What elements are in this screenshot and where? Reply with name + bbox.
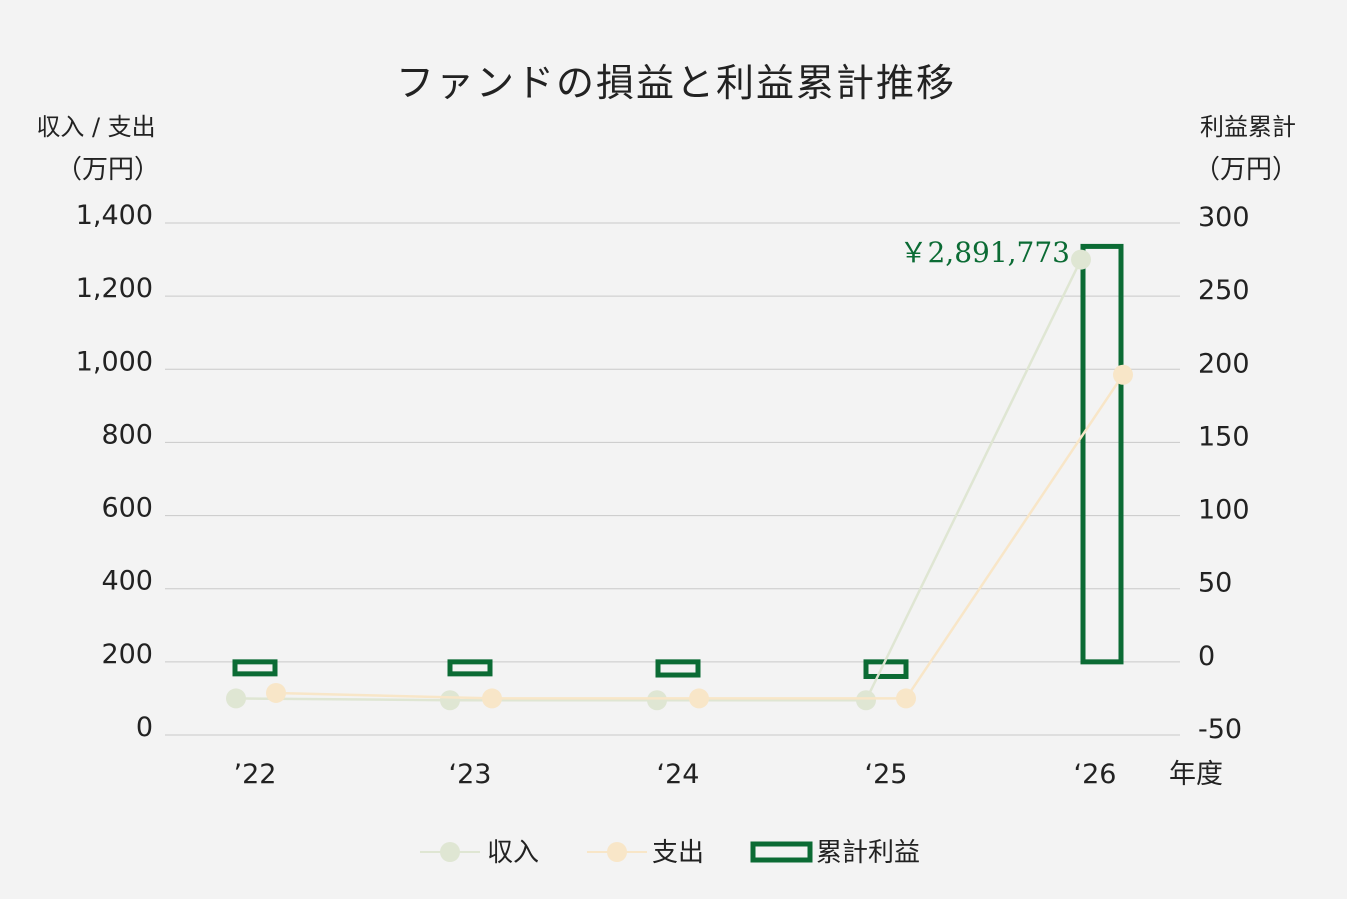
right-tick-label: 100 [1198, 495, 1250, 526]
bar-annotation: ￥2,891,773 [899, 236, 1070, 269]
left-axis-unit: （万円） [56, 155, 160, 185]
legend-cumulative-label: 累計利益 [816, 838, 920, 868]
x-tick-label: ’22 [234, 759, 277, 790]
legend-expense-marker [607, 842, 627, 862]
left-tick-label: 400 [101, 566, 153, 597]
legend: 収入 支出 累計利益 [420, 838, 920, 868]
left-tick-label: 200 [101, 639, 153, 670]
series-point [896, 688, 916, 709]
legend-income-marker [440, 842, 460, 862]
series-point [689, 688, 709, 709]
legend-income-label: 収入 [487, 838, 539, 868]
x-axis-label: 年度 [1169, 759, 1223, 790]
left-tick-label: 1,000 [76, 346, 153, 377]
cumulative-bar [232, 659, 278, 677]
left-axis-ticks: 1,400 1,200 1,000 800 600 400 200 0 [76, 200, 153, 743]
legend-expense-label: 支出 [652, 838, 704, 868]
chart-title: ファンドの損益と利益累計推移 [396, 61, 956, 105]
x-axis-ticks: ’22 ‘23 ‘24 ‘25 ‘26 [234, 759, 1117, 790]
legend-item-cumulative: 累計利益 [750, 838, 920, 868]
right-axis-label: 利益累計 [1200, 113, 1296, 141]
cumulative-bar [1080, 243, 1124, 665]
right-tick-label: 150 [1198, 421, 1250, 452]
legend-item-expense: 支出 [587, 838, 704, 868]
cumulative-bar [655, 659, 701, 678]
gridlines [165, 222, 1180, 736]
series-point [226, 688, 246, 709]
right-tick-label: 300 [1198, 202, 1250, 233]
left-tick-label: 0 [136, 712, 153, 743]
left-axis-label: 収入 / 支出 [36, 113, 155, 141]
x-tick-label: ‘26 [1074, 759, 1117, 790]
series-point [1113, 364, 1133, 385]
series-line [275, 374, 1125, 700]
right-tick-label: 50 [1198, 568, 1232, 599]
right-tick-label: -50 [1198, 714, 1242, 745]
series-point [647, 690, 667, 711]
right-axis-ticks: 300 250 200 150 100 50 0 -50 [1198, 202, 1250, 745]
x-tick-label: ‘23 [449, 759, 492, 790]
series-point [440, 690, 460, 711]
cumulative-bar [447, 659, 493, 677]
series-line [235, 259, 1083, 702]
series-point [856, 690, 876, 711]
legend-cumulative-swatch [750, 841, 813, 863]
left-tick-label: 800 [101, 419, 153, 450]
right-tick-label: 250 [1198, 275, 1250, 306]
right-tick-label: 200 [1198, 348, 1250, 379]
x-tick-label: ‘24 [657, 759, 700, 790]
right-axis-unit: （万円） [1194, 155, 1298, 185]
series-point [266, 682, 286, 703]
series-layer [226, 243, 1133, 711]
left-tick-label: 600 [101, 493, 153, 524]
series-point [482, 688, 502, 709]
x-tick-label: ‘25 [865, 759, 908, 790]
cumulative-bar [863, 659, 909, 679]
left-tick-label: 1,200 [76, 273, 153, 304]
legend-item-income: 収入 [420, 838, 539, 868]
left-tick-label: 1,400 [76, 200, 153, 231]
series-point [1071, 249, 1091, 270]
right-tick-label: 0 [1198, 641, 1215, 672]
